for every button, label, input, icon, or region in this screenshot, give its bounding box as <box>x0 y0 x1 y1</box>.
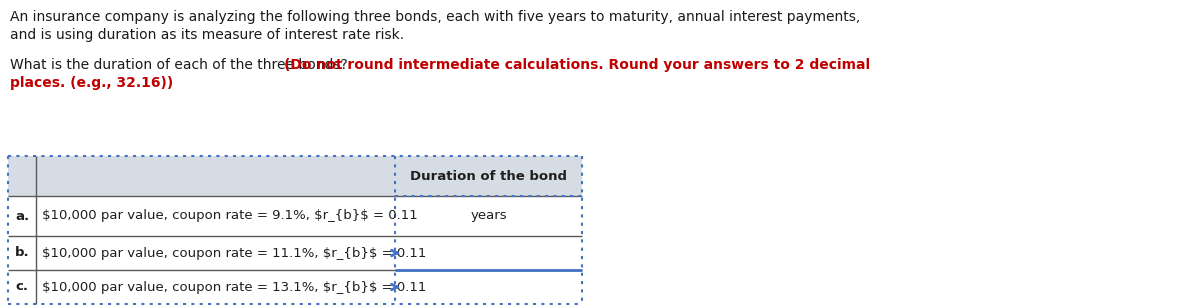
Text: Duration of the bond: Duration of the bond <box>410 170 568 182</box>
Text: places. (e.g., 32.16)): places. (e.g., 32.16)) <box>10 76 173 90</box>
Bar <box>8 156 582 196</box>
Text: years: years <box>470 210 506 222</box>
Text: $10,000 par value, coupon rate = 9.1%, $r_{b}$ = 0.11: $10,000 par value, coupon rate = 9.1%, $… <box>42 210 418 222</box>
Text: What is the duration of each of the three bonds?: What is the duration of each of the thre… <box>10 58 352 72</box>
Text: c.: c. <box>16 281 29 293</box>
Bar <box>8 236 582 270</box>
Text: a.: a. <box>14 210 29 222</box>
Text: $10,000 par value, coupon rate = 11.1%, $r_{b}$ = 0.11: $10,000 par value, coupon rate = 11.1%, … <box>42 247 426 259</box>
Bar <box>8 196 582 236</box>
Text: b.: b. <box>14 247 29 259</box>
Text: $10,000 par value, coupon rate = 13.1%, $r_{b}$ = 0.11: $10,000 par value, coupon rate = 13.1%, … <box>42 281 426 293</box>
Text: and is using duration as its measure of interest rate risk.: and is using duration as its measure of … <box>10 28 404 42</box>
Text: An insurance company is analyzing the following three bonds, each with five year: An insurance company is analyzing the fo… <box>10 10 860 24</box>
Text: (Do not round intermediate calculations. Round your answers to 2 decimal: (Do not round intermediate calculations.… <box>284 58 870 72</box>
Bar <box>8 270 582 304</box>
